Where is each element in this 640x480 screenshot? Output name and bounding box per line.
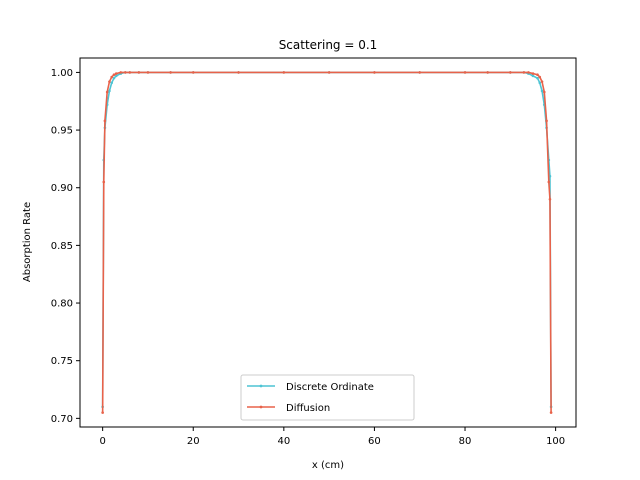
data-point-diffusion bbox=[103, 119, 107, 123]
data-point-diffusion bbox=[137, 71, 141, 74]
x-axis-label: x (cm) bbox=[312, 460, 344, 471]
data-point-discrete-ordinate bbox=[536, 76, 539, 80]
data-point-diffusion bbox=[169, 71, 172, 74]
y-tick-label: 0.90 bbox=[51, 183, 73, 194]
data-point-discrete-ordinate bbox=[531, 74, 535, 78]
y-tick-label: 0.80 bbox=[51, 299, 73, 310]
data-point-diffusion bbox=[536, 73, 539, 77]
data-point-diffusion bbox=[105, 90, 109, 94]
data-point-diffusion bbox=[119, 71, 123, 74]
y-axis-label: Absorption Rate bbox=[22, 202, 33, 282]
y-tick-label: 0.95 bbox=[51, 126, 73, 137]
legend-label-discrete-ordinate: Discrete Ordinate bbox=[286, 382, 374, 393]
y-tick-label: 0.70 bbox=[51, 414, 73, 425]
data-point-diffusion bbox=[545, 119, 548, 123]
data-point-discrete-ordinate bbox=[540, 89, 544, 93]
data-point-diffusion bbox=[282, 71, 286, 74]
x-tick-label: 40 bbox=[277, 436, 290, 447]
data-point-diffusion bbox=[327, 71, 331, 74]
data-point-diffusion bbox=[108, 80, 111, 83]
x-axis-ticks: 0 20 40 60 80 100 bbox=[99, 427, 565, 447]
data-point-diffusion bbox=[548, 197, 552, 201]
data-point-diffusion bbox=[547, 180, 551, 184]
data-point-diffusion bbox=[128, 71, 132, 74]
y-tick-label: 0.85 bbox=[51, 241, 73, 252]
data-point-diffusion bbox=[527, 71, 530, 74]
data-point-diffusion bbox=[146, 71, 150, 74]
data-point-diffusion bbox=[112, 73, 116, 77]
data-point-diffusion bbox=[114, 72, 118, 75]
x-tick-label: 80 bbox=[459, 436, 472, 447]
data-point-diffusion bbox=[538, 75, 542, 79]
data-point-diffusion bbox=[110, 75, 114, 79]
legend-marker-discrete-ordinate bbox=[259, 384, 263, 388]
data-point-diffusion bbox=[101, 411, 104, 414]
data-point-diffusion bbox=[418, 71, 422, 74]
data-point-discrete-ordinate bbox=[114, 74, 118, 78]
data-point-diffusion bbox=[191, 71, 195, 74]
data-point-diffusion bbox=[463, 71, 467, 74]
data-point-diffusion bbox=[549, 411, 553, 414]
legend-marker-diffusion bbox=[259, 405, 263, 409]
x-tick-label: 60 bbox=[368, 436, 381, 447]
legend-box bbox=[240, 374, 415, 421]
legend-label-diffusion: Diffusion bbox=[286, 403, 330, 414]
data-point-discrete-ordinate bbox=[110, 81, 114, 85]
data-point-discrete-ordinate bbox=[538, 81, 542, 85]
x-tick-label: 20 bbox=[187, 436, 200, 447]
y-axis-ticks: 0.70 0.75 0.80 0.85 0.90 0.95 1.00 bbox=[51, 68, 80, 425]
series-diffusion bbox=[101, 71, 553, 414]
data-point-diffusion bbox=[540, 80, 544, 83]
x-tick-label: 100 bbox=[546, 436, 565, 447]
data-point-diffusion bbox=[542, 90, 546, 94]
y-tick-label: 1.00 bbox=[51, 68, 73, 79]
y-tick-label: 0.75 bbox=[51, 356, 73, 367]
data-point-diffusion bbox=[123, 71, 127, 74]
data-point-diffusion bbox=[237, 71, 240, 74]
data-point-discrete-ordinate bbox=[108, 89, 111, 93]
chart-title: Scattering = 0.1 bbox=[279, 38, 378, 52]
data-point-discrete-ordinate bbox=[112, 76, 116, 80]
data-point-diffusion bbox=[509, 71, 512, 74]
data-point-diffusion bbox=[102, 180, 106, 184]
plot-frame bbox=[79, 57, 577, 428]
data-point-diffusion bbox=[522, 71, 526, 74]
x-tick-label: 0 bbox=[99, 436, 105, 447]
data-point-diffusion bbox=[531, 72, 535, 75]
data-point-diffusion bbox=[486, 71, 489, 74]
series-layer bbox=[101, 71, 553, 414]
legend: Discrete Ordinate Diffusion bbox=[240, 374, 415, 421]
data-point-diffusion bbox=[373, 71, 376, 74]
series-line-diffusion bbox=[101, 71, 552, 413]
